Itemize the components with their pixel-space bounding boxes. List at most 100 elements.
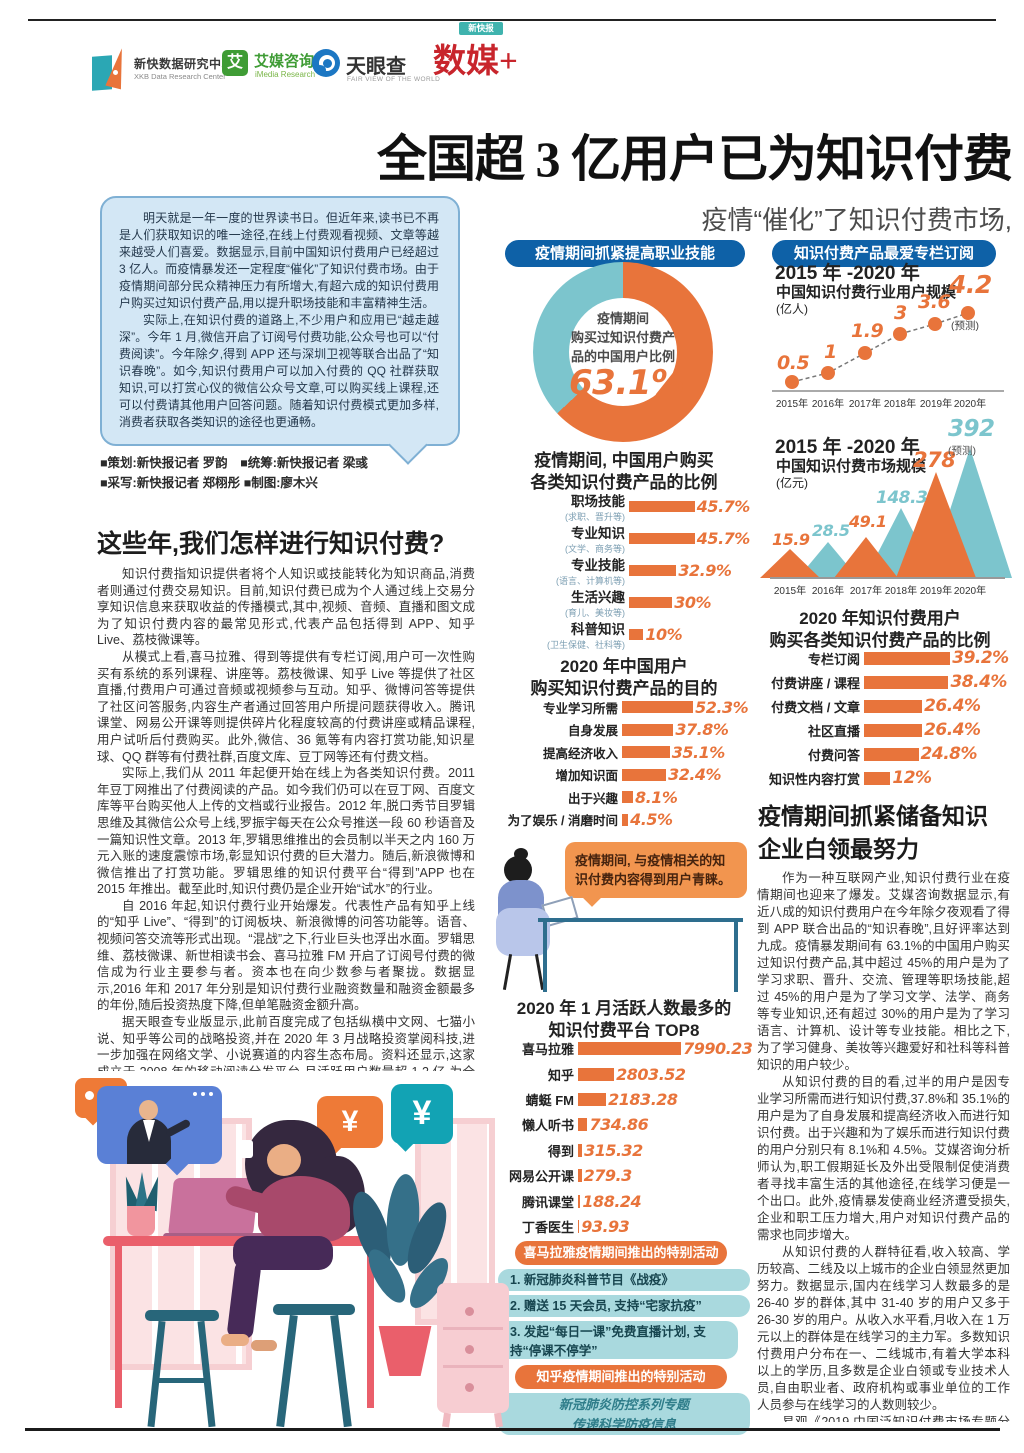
top8-chart: 喜马拉雅 7990.23 知乎 2803.52 蜻蜓 FM 2183.28 懒人…: [498, 1036, 753, 1239]
bar-value: 45.7%: [696, 496, 751, 516]
data-point: [858, 346, 872, 360]
donut-chart: 疫情期间 购买过知识付费产 品的中国用户比例 63.1%: [533, 262, 713, 442]
yen-bubble-tail: [396, 1133, 415, 1152]
xinkuaibao-tag: 新快报: [459, 22, 503, 35]
right-article-heading-1: 疫情期间抓紧储备知识: [758, 803, 988, 829]
chart-row: 为了娱乐 / 消磨时间 4.5%: [498, 809, 752, 832]
data-point: [821, 366, 835, 380]
chart-row: 知乎 2803.52: [498, 1061, 752, 1086]
dresser-knob: [465, 1345, 474, 1354]
xkb-logo-triangle: [105, 46, 131, 90]
woman-foot: [251, 1340, 277, 1351]
users-year-label: 2018年: [883, 399, 917, 410]
bar-value: 39.2%: [952, 648, 1009, 668]
types-chart-title-2: 各类知识付费产品的比例: [530, 473, 718, 492]
mini-table-leg: [734, 922, 738, 992]
intro-bubble: 明天就是一年一度的世界读书日。但近年来,读书已不再是人们获取知识的唯一途径,在线…: [100, 196, 460, 465]
bar: [578, 1194, 581, 1208]
bar-value: 315.32: [584, 1140, 643, 1160]
row-label: 付费讲座 / 课程: [771, 675, 860, 691]
chart-row: 懒人听书 734.86: [498, 1112, 752, 1137]
top8-title-2: 知识付费平台 TOP8: [548, 1021, 700, 1040]
tianyancha-logo-name: 天眼查: [346, 56, 406, 78]
stool-leg: [330, 1314, 352, 1428]
chart-row: 职场技能 (求职、晋升等) 45.7%: [498, 490, 752, 522]
left-article-body: 知识付费指知识提供者将个人知识或技能转化为知识商品,消费者则通过付费交易知识。目…: [97, 566, 475, 1071]
chart-row: 付费文档 / 文章 26.4%: [754, 694, 1010, 718]
row-label: 付费文档 / 文章: [771, 699, 860, 715]
right-section-badge: 知识付费产品最爱专栏订阅: [772, 240, 996, 267]
left-article-paragraph: 据天眼查专业版显示,此前百度完成了包括纵横中文网、七猫小说、知乎等公司的战略投资…: [97, 1015, 475, 1071]
row-label: 自身发展: [567, 724, 618, 739]
chart-row: 专业技能 (语言、计算机等) 32.9%: [498, 554, 752, 586]
dresser-drawer: [443, 1333, 503, 1368]
mini-chair: [496, 908, 550, 956]
tianyancha-logo-swirl-inner: [323, 59, 332, 68]
bar: [864, 747, 919, 761]
chart-row: 知识性内容打赏 12%: [754, 766, 1010, 790]
row-sublabel: (求职、晋升等): [565, 511, 625, 522]
page-subtitle: 疫情“催化”了知识付费市场,: [701, 205, 1012, 235]
row-label: 出于兴趣: [567, 791, 618, 806]
row-label: 得到: [547, 1143, 574, 1159]
bar-value: 10%: [645, 624, 683, 644]
zhihu-activity-line-2: 传递科学防疫信息: [571, 1417, 676, 1432]
row-label: 腾讯课堂: [521, 1194, 574, 1210]
intro-paragraph-1: 明天就是一年一度的世界读书日。但近年来,读书已不再是人们获取知识的唯一途径,在线…: [119, 211, 439, 310]
woman-face: [267, 1144, 301, 1176]
bar-value: 4.5%: [630, 810, 673, 830]
bar: [622, 813, 629, 826]
tianyancha-logo-swirl-cut: [314, 65, 326, 75]
bar-value: 35.1%: [671, 742, 726, 762]
users-year-label: 2020年: [953, 399, 987, 410]
shumei-wordmark: 数媒+: [433, 44, 518, 80]
donut-value: 63.1%: [569, 363, 685, 403]
dresser-leg: [442, 1412, 451, 1428]
right-article-paragraph: 从知识付费的人群特征看,收入较高、学历较高、二线及以上城市的企业白领显然更加努力…: [757, 1245, 1010, 1412]
users-year-label: 2017年: [848, 399, 882, 410]
yen-symbol: ¥: [412, 1094, 432, 1132]
users-chart-subtitle: 中国知识付费行业用户规模: [776, 284, 957, 301]
stool-seat: [145, 1310, 219, 1321]
chart-row: 专业学习所需 52.3%: [498, 696, 752, 719]
video-presenter-head: [139, 1100, 158, 1120]
woman-body: [258, 1176, 350, 1242]
market-forecast-note: (预测): [948, 445, 976, 457]
video-titlebar-dot: [209, 1092, 213, 1096]
left-article-paragraph: 从模式上看,喜马拉雅、得到等提供有专栏订阅,用户可一次性购买有系统的系列课程、讲…: [97, 649, 475, 764]
market-year-label: 2017年: [849, 586, 883, 597]
stool-crossbar: [159, 1378, 205, 1383]
imedia-logo-char: 艾: [226, 54, 243, 71]
bar-value: 45.7%: [696, 528, 751, 548]
chart-row: 专业知识 (文学、商务等) 45.7%: [498, 522, 752, 554]
illustration: ¥ ¥: [75, 1078, 510, 1428]
bar: [864, 771, 891, 785]
chart-row: 自身发展 37.8%: [498, 719, 752, 742]
bar-value: 279.3: [583, 1166, 633, 1186]
users-value: 3.6: [918, 291, 951, 313]
data-point: [961, 306, 975, 320]
mini-table-leg: [543, 922, 547, 992]
bar-value: 2183.28: [608, 1089, 678, 1109]
xkb-logo-icon: [92, 46, 131, 92]
left-article-paragraph: 知识付费指知识提供者将个人知识或技能转化为知识商品,消费者则通过付费交易知识。目…: [97, 567, 475, 648]
ratio-chart-title-1: 2020 年知识付费用户: [799, 609, 961, 628]
credits-line-2: ■采写:新快报记者 郑栩彤 ■制图:廖木兴: [100, 476, 318, 490]
bar-value: 52.3%: [695, 697, 749, 717]
row-label: 网易公开课: [508, 1169, 574, 1185]
callout-bubble: 疫情期间, 与疫情相关的知识付费内容得到用户青睐。: [565, 842, 747, 907]
market-year-label: 2019年: [919, 586, 953, 597]
bar: [864, 675, 949, 689]
chart-row: 喜马拉雅 7990.23: [498, 1036, 753, 1061]
bar: [629, 564, 677, 576]
donut-hole: 疫情期间 购买过知识付费产 品的中国用户比例 63.1%: [569, 298, 685, 406]
market-value: 28.5: [812, 521, 850, 540]
bar-value: 2803.52: [616, 1064, 686, 1084]
chart-row: 提高经济收入 35.1%: [498, 741, 752, 764]
chart-row: 网易公开课 279.3: [498, 1163, 752, 1188]
bar: [578, 1219, 580, 1233]
row-label: 增加知识面: [555, 769, 618, 784]
bar: [578, 1169, 582, 1183]
xmly-activities-badge: 喜马拉雅疫情期间推出的特别活动: [515, 1241, 727, 1265]
bar: [622, 768, 667, 781]
